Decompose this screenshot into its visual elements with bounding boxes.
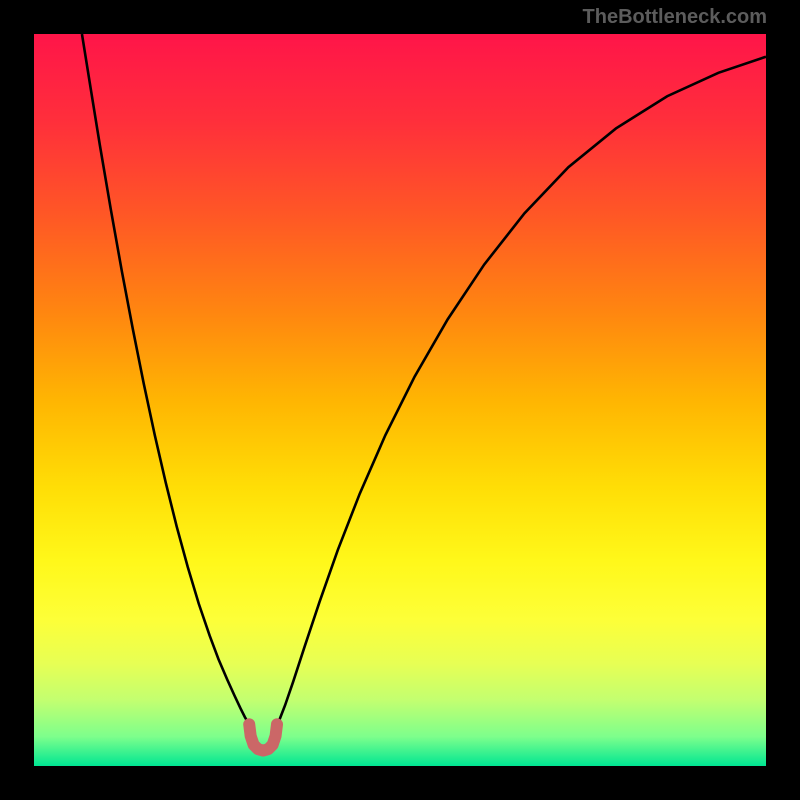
curve-left-branch — [82, 34, 249, 724]
border-bottom — [0, 766, 800, 800]
watermark-text: TheBottleneck.com — [583, 6, 767, 29]
border-left — [0, 0, 34, 800]
curve-right-branch — [277, 57, 766, 725]
border-right — [766, 0, 800, 800]
bottleneck-curve-plot — [34, 34, 766, 766]
curve-bottom-tip — [249, 724, 277, 750]
chart-stage: TheBottleneck.com — [0, 0, 800, 800]
